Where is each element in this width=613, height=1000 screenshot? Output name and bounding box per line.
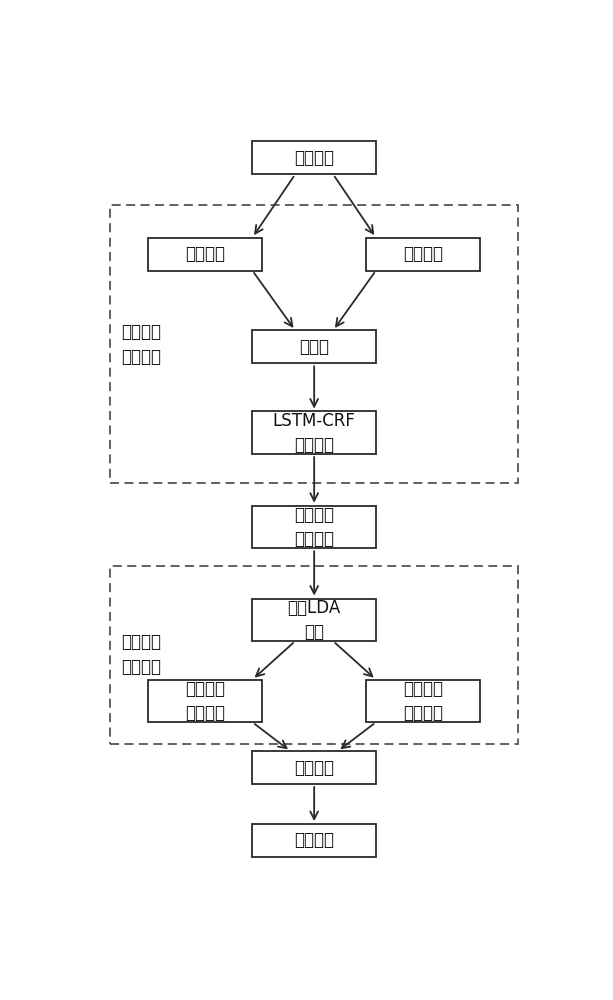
FancyBboxPatch shape [253,506,376,548]
Text: 结论输出: 结论输出 [294,832,334,850]
FancyBboxPatch shape [367,238,481,271]
FancyBboxPatch shape [367,680,481,722]
FancyBboxPatch shape [253,824,376,857]
Text: 预处理: 预处理 [299,338,329,356]
Text: 改进LDA
模型: 改进LDA 模型 [287,599,341,641]
Text: 实体特征
扩展补充: 实体特征 扩展补充 [294,506,334,548]
Text: 诊断结论: 诊断结论 [185,245,225,263]
Text: 诊断报告
实体抽取: 诊断报告 实体抽取 [121,323,161,366]
FancyBboxPatch shape [253,330,376,363]
Text: 诊断结论
主题分布: 诊断结论 主题分布 [403,680,443,722]
Text: 影像描述
主题分布: 影像描述 主题分布 [185,680,225,722]
Text: LSTM-CRF
实体识别: LSTM-CRF 实体识别 [273,412,356,454]
FancyBboxPatch shape [148,680,262,722]
Text: 诊断报告: 诊断报告 [294,149,334,167]
Text: 特征匹配: 特征匹配 [294,759,334,777]
FancyBboxPatch shape [253,141,376,174]
Text: 诊断报告
异常检测: 诊断报告 异常检测 [121,633,161,676]
FancyBboxPatch shape [148,238,262,271]
FancyBboxPatch shape [253,751,376,784]
FancyBboxPatch shape [253,598,376,641]
FancyBboxPatch shape [253,412,376,454]
Text: 影像描述: 影像描述 [403,245,443,263]
